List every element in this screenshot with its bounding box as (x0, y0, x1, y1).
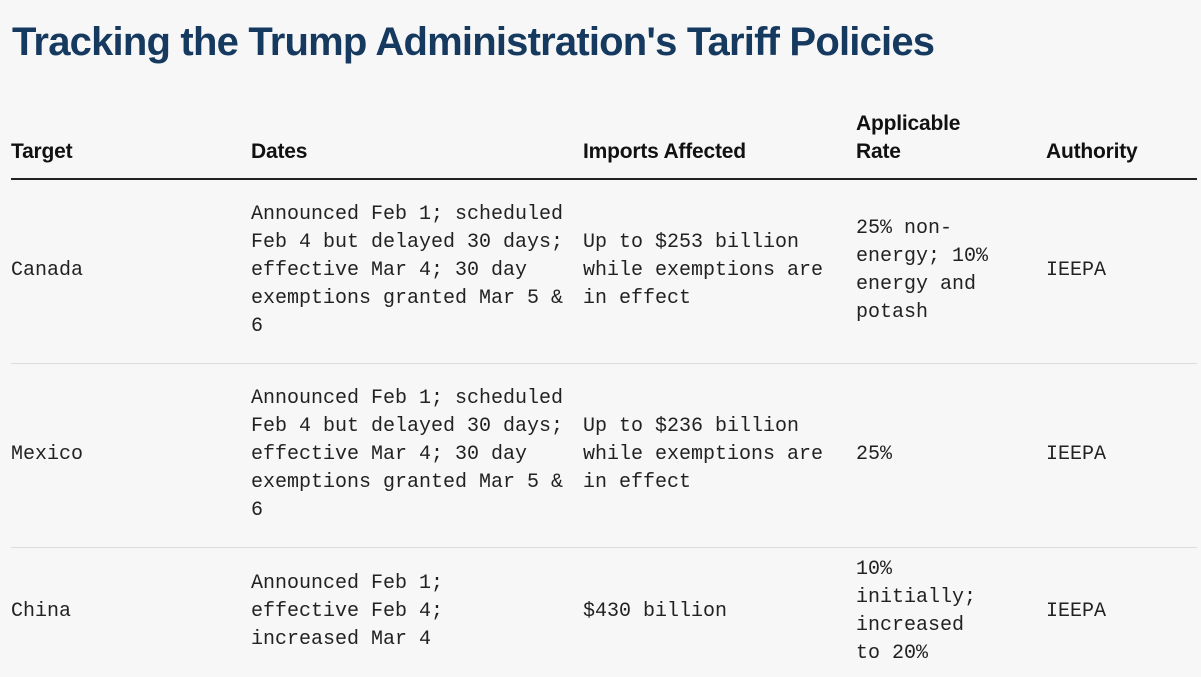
cell-rate: 25% (856, 363, 1046, 548)
cell-imports: Up to $253 billion while exemptions are … (583, 179, 856, 364)
cell-dates: Announced Feb 1; scheduled Feb 4 but del… (251, 179, 583, 364)
cell-imports: Up to $236 billion while exemptions are … (583, 363, 856, 548)
cell-authority: IEEPA (1046, 600, 1107, 624)
cell-dates: Announced Feb 1; effective Feb 4; increa… (251, 547, 583, 677)
cell-rate: 25% non-energy; 10% energy and potash (856, 179, 1046, 364)
table-row: China Announced Feb 1; effective Feb 4; … (11, 547, 1197, 677)
cell-rate-text: 25% (856, 443, 893, 466)
cell-imports-text: $430 billion (583, 600, 728, 624)
header-applicable-rate-label: Applicable Rate (856, 112, 961, 163)
tariff-policies-table: Target Dates Imports Affected Applicable… (11, 110, 1197, 677)
cell-target: Canada (11, 179, 251, 364)
header-imports-affected: Imports Affected (583, 110, 856, 180)
header-authority: Authority (1046, 110, 1197, 180)
table-row: Mexico Announced Feb 1; scheduled Feb 4 … (11, 363, 1197, 548)
cell-target: China (11, 600, 72, 624)
cell-rate: 10% initially; increased to 20% (856, 547, 1046, 677)
cell-authority: IEEPA (1046, 179, 1197, 364)
table-header-row: Target Dates Imports Affected Applicable… (11, 110, 1197, 180)
page-title: Tracking the Trump Administration's Tari… (12, 20, 935, 64)
cell-dates: Announced Feb 1; scheduled Feb 4 but del… (251, 363, 583, 548)
cell-rate-text: 10% initially; increased to 20% (856, 558, 977, 666)
cell-imports: $430 billion (583, 547, 856, 677)
cell-imports-text: Up to $236 billion while exemptions are … (583, 415, 824, 494)
header-target: Target (11, 110, 251, 180)
header-applicable-rate: Applicable Rate (856, 110, 1046, 180)
header-dates: Dates (251, 110, 583, 180)
cell-dates-text: Announced Feb 1; effective Feb 4; increa… (251, 572, 444, 652)
cell-rate-text: 25% non-energy; 10% energy and potash (856, 217, 989, 325)
cell-target: Mexico (11, 363, 251, 548)
table-row: Canada Announced Feb 1; scheduled Feb 4 … (11, 179, 1197, 364)
cell-imports-text: Up to $253 billion while exemptions are … (583, 231, 824, 311)
cell-dates-text: Announced Feb 1; scheduled Feb 4 but del… (251, 203, 564, 339)
cell-authority: IEEPA (1046, 363, 1197, 548)
cell-dates-text: Announced Feb 1; scheduled Feb 4 but del… (251, 387, 564, 522)
